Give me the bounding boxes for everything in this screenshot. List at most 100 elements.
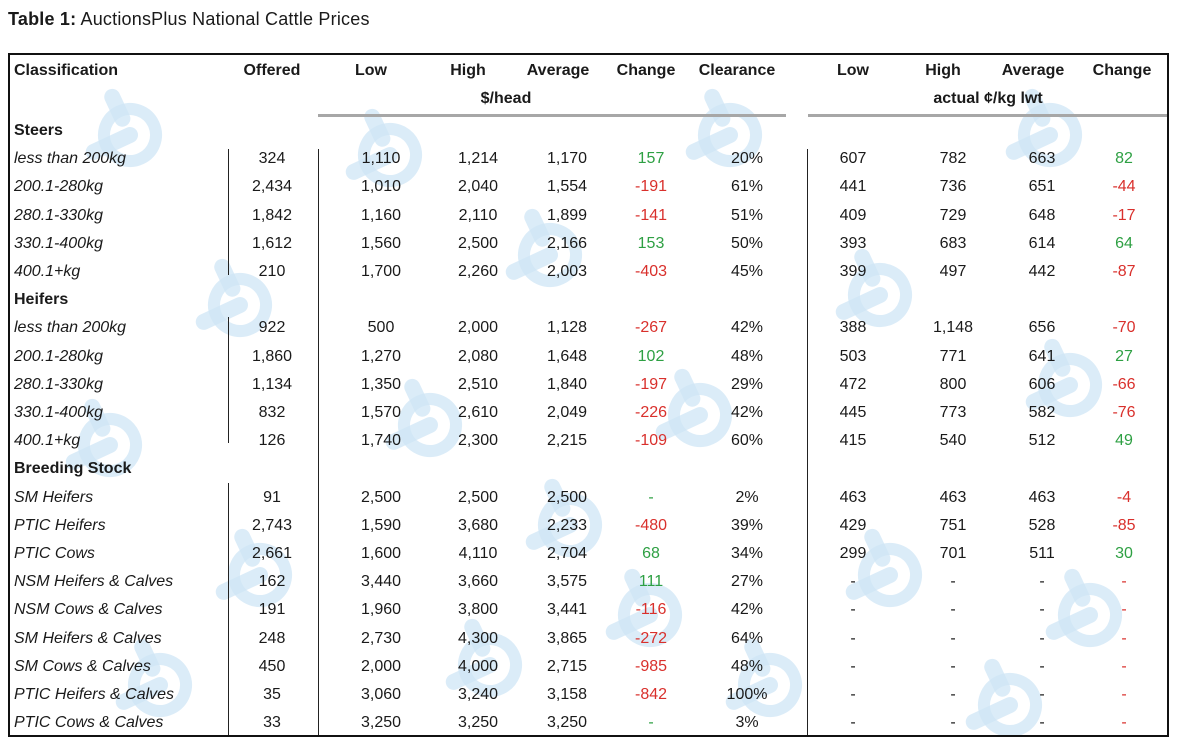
high-cell: 3,660 — [457, 573, 499, 591]
offered-cell: 2,743 — [251, 516, 293, 534]
divider-offered-heifers — [228, 317, 229, 443]
kg-low-cell: 388 — [839, 319, 867, 337]
kg-high-cell: - — [950, 629, 956, 647]
kg-change-cell: - — [1121, 601, 1127, 619]
low-cell: 1,960 — [360, 601, 402, 619]
header-kg-change: Change — [1092, 62, 1152, 79]
change-cell: - — [648, 714, 654, 732]
kg-low-cell: 441 — [839, 178, 867, 196]
divider-right — [807, 149, 808, 735]
kg-average-cell: 582 — [1028, 404, 1056, 421]
kg-average-cell: 606 — [1028, 375, 1056, 393]
low-cell: 3,250 — [360, 714, 402, 732]
average-cell: 2,704 — [546, 545, 588, 562]
kg-change-cell: - — [1121, 629, 1127, 647]
kg-average-cell: - — [1039, 573, 1045, 591]
offered-cell: 1,134 — [251, 375, 293, 393]
header-classification: Classification — [14, 62, 119, 79]
change-cell: 102 — [637, 347, 665, 365]
high-cell: 3,250 — [457, 714, 499, 732]
table-row: PTIC Cows 2,661 1,600 4,110 2,704 68 34% 299 701… — [10, 540, 1167, 568]
change-cell: - — [648, 488, 654, 506]
classification-cell: SM Cows & Calves — [14, 657, 151, 675]
low-cell: 1,740 — [360, 432, 402, 450]
clearance-cell: 42% — [730, 601, 764, 619]
high-cell: 3,800 — [457, 601, 499, 619]
low-cell: 1,700 — [360, 263, 402, 280]
kg-low-cell: - — [850, 714, 856, 732]
low-cell: 2,000 — [360, 657, 402, 675]
change-cell: -197 — [634, 375, 668, 393]
kg-low-cell: - — [850, 686, 856, 703]
table-row: PTIC Heifers 2,743 1,590 3,680 2,233 -480 39% 4… — [10, 512, 1167, 540]
change-cell: -226 — [634, 404, 668, 421]
change-cell: 157 — [637, 150, 665, 168]
low-cell: 1,600 — [360, 545, 402, 562]
clearance-cell: 100% — [726, 686, 768, 703]
kg-high-cell: - — [950, 573, 956, 591]
change-cell: -191 — [634, 178, 668, 196]
header-rule-kg — [808, 114, 1167, 117]
high-cell: 3,240 — [457, 686, 499, 703]
kg-average-cell: 512 — [1028, 432, 1056, 450]
average-cell: 3,441 — [546, 601, 588, 619]
table-row: 280.1-330kg 1,134 1,350 2,510 1,840 -197 29% 47… — [10, 371, 1167, 399]
kg-average-cell: 511 — [1029, 545, 1055, 562]
kg-change-cell: - — [1121, 686, 1127, 703]
table-caption: Table 1: AuctionsPlus National Cattle Pr… — [8, 9, 370, 30]
average-cell: 2,003 — [546, 263, 588, 280]
high-cell: 2,610 — [457, 404, 499, 421]
table-row: 400.1+kg 126 1,740 2,300 2,215 -109 60% 415 540 5… — [10, 427, 1167, 455]
high-cell: 2,080 — [457, 347, 499, 365]
offered-cell: 922 — [258, 319, 286, 337]
header-head-unit: $/head — [480, 90, 532, 107]
change-cell: -403 — [634, 263, 668, 280]
header-average: Average — [526, 62, 590, 79]
clearance-cell: 48% — [730, 347, 764, 365]
change-cell: 153 — [637, 234, 665, 252]
header-offered: Offered — [243, 62, 301, 79]
kg-high-cell: - — [950, 601, 956, 619]
kg-low-cell: 445 — [839, 404, 867, 421]
kg-average-cell: - — [1039, 601, 1045, 619]
kg-change-cell: 64 — [1115, 234, 1133, 252]
offered-cell: 450 — [258, 657, 286, 675]
header-low: Low — [355, 62, 387, 79]
kg-high-cell: 771 — [939, 347, 967, 365]
offered-cell: 2,434 — [251, 178, 293, 196]
table-row: SM Heifers 91 2,500 2,500 2,500 - 2% 463 463 463 -… — [10, 484, 1167, 512]
low-cell: 1,350 — [360, 375, 402, 393]
table-row: NSM Cows & Calves 191 1,960 3,800 3,441 -116 4… — [10, 596, 1167, 624]
high-cell: 2,300 — [457, 432, 499, 450]
header-change: Change — [616, 62, 676, 79]
header-rule-head — [318, 114, 786, 117]
average-cell: 3,158 — [546, 686, 588, 703]
classification-cell: 280.1-330kg — [14, 206, 103, 224]
high-cell: 4,110 — [458, 545, 498, 562]
kg-change-cell: -85 — [1112, 516, 1136, 534]
kg-high-cell: 497 — [939, 263, 967, 280]
classification-cell: 280.1-330kg — [14, 375, 103, 393]
offered-cell: 210 — [258, 263, 286, 280]
kg-low-cell: 393 — [839, 234, 867, 252]
offered-cell: 126 — [258, 432, 286, 450]
clearance-cell: 42% — [730, 404, 764, 421]
kg-high-cell: 736 — [939, 178, 967, 196]
average-cell: 1,840 — [546, 375, 588, 393]
low-cell: 2,730 — [360, 629, 402, 647]
offered-cell: 162 — [258, 573, 286, 591]
clearance-cell: 34% — [730, 545, 764, 562]
kg-low-cell: - — [850, 657, 856, 675]
kg-average-cell: - — [1039, 657, 1045, 675]
kg-high-cell: 701 — [939, 545, 967, 562]
group-header-row: Breeding Stock — [10, 455, 1167, 483]
header-kg-high: High — [925, 62, 961, 79]
offered-cell: 2,661 — [251, 545, 293, 562]
classification-cell: 400.1+kg — [14, 263, 81, 280]
low-cell: 2,500 — [360, 488, 402, 506]
average-cell: 2,715 — [546, 657, 588, 675]
table-row: 400.1+kg 210 1,700 2,260 2,003 -403 45% 399 497 4… — [10, 258, 1167, 286]
average-cell: 1,554 — [546, 178, 588, 196]
classification-cell: 330.1-400kg — [14, 234, 103, 252]
kg-high-cell: - — [950, 714, 956, 732]
